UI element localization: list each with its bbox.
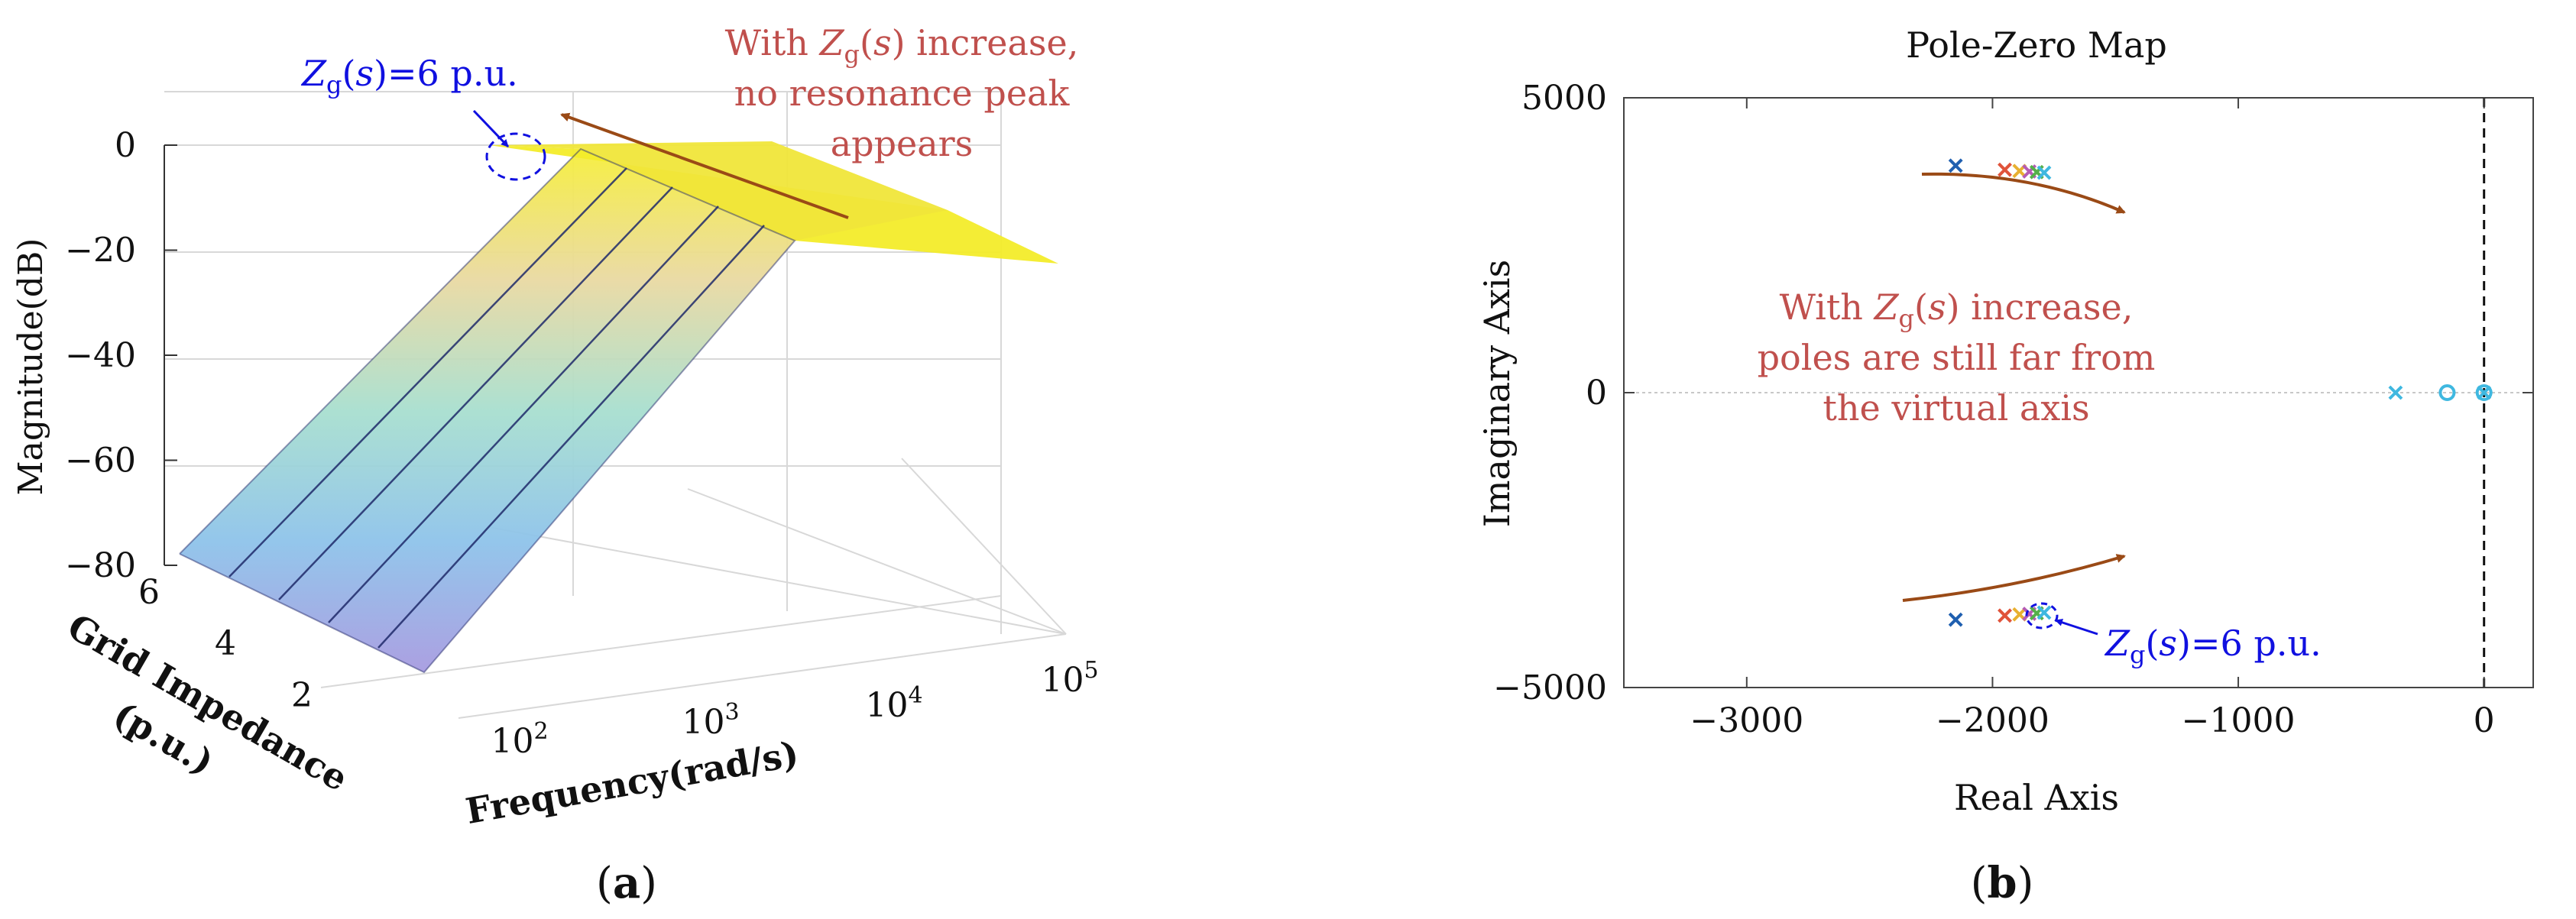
panel-a-zg-annotation: Zg(s)=6 p.u. <box>300 53 518 99</box>
panel-a-x-ticks: 102 103 104 105 <box>491 657 1098 761</box>
panel-a-y-tick-label: 6 <box>138 573 160 612</box>
panel-a-z-ticks: 0 −20 −40 −60 −80 <box>65 126 177 585</box>
panel-b-ylabel: Imaginary Axis <box>1476 260 1518 528</box>
panel-b-label: (b) <box>1971 858 2034 908</box>
zero-marker <box>2438 384 2456 401</box>
panel-a-z-tick-label: 0 <box>115 126 136 165</box>
pole-marker <box>1948 612 1963 627</box>
panel-a-y-tick-label: 4 <box>215 624 236 663</box>
pole-marker <box>1998 162 2012 177</box>
panel-b-x-tick-label: 0 <box>2474 701 2495 740</box>
panel-b-upper-trajectory-arrow <box>1921 172 2126 214</box>
zero-marker <box>2475 384 2493 401</box>
panel-a-z-tick-label: −20 <box>65 231 136 270</box>
panel-b-zg-arrow <box>2055 619 2098 636</box>
pole-marker <box>2388 385 2403 400</box>
panel-a-z-tick-label: −80 <box>65 546 136 585</box>
panel-a-x-tick-label: 102 <box>491 718 548 761</box>
panel-a-z-tick-label: −40 <box>65 336 136 375</box>
panel-b-zg-annotation: Zg(s)=6 p.u. <box>2104 623 2322 669</box>
panel-a-note-line1: With Zg(s) increase, <box>725 22 1079 69</box>
panel-a-note-line3: appears <box>831 123 974 164</box>
panel-b-xlabel: Real Axis <box>1954 777 2119 818</box>
panel-b-lower-trajectory-arrow <box>1902 554 2126 602</box>
panel-a-3d-surface: 0 −20 −40 −60 −80 6 4 2 102 103 104 105 Magnitude… <box>11 22 1099 908</box>
panel-b-note-line1: With Zg(s) increase, <box>1780 286 2134 333</box>
panel-a-surface <box>179 141 1058 674</box>
panel-a-x-tick-label: 105 <box>1041 657 1098 700</box>
panel-b-title: Pole-Zero Map <box>1906 24 2167 66</box>
panel-a-note-arrow <box>560 112 849 219</box>
panel-b-note-line3: the virtual axis <box>1823 387 2089 429</box>
pole-marker <box>1998 608 2012 623</box>
surface-top-left <box>489 141 948 241</box>
panel-b-y-tick-label: 0 <box>1586 374 1607 413</box>
panel-b-ticks: −3000 −2000 −1000 0 5000 0 −5000 <box>1493 79 2533 740</box>
pole-marker <box>2036 165 2052 180</box>
panel-a-x-tick-label: 104 <box>865 682 922 725</box>
panel-b-note-line2: poles are still far from <box>1758 337 2156 378</box>
panel-a-z-tick-label: −60 <box>65 442 136 481</box>
panel-a-zg-arrow <box>472 109 510 148</box>
panel-b-x-tick-label: −1000 <box>2182 701 2296 740</box>
panel-b-x-tick-label: −2000 <box>1936 701 2049 740</box>
pole-marker <box>2036 605 2052 620</box>
panel-b-pole-zero-map: Pole-Zero Map −3000 −2000 −1000 0 5000 0 −5000… <box>1476 24 2534 908</box>
panel-b-markers <box>1948 158 2493 627</box>
panel-a-y-ticks: 6 4 2 <box>138 573 313 715</box>
panel-a-y-tick-label: 2 <box>291 676 313 715</box>
panel-a-zlabel: Magnitude(dB) <box>11 238 50 496</box>
pole-marker <box>1948 158 1963 173</box>
panel-b-zg-circle <box>2025 602 2059 629</box>
panel-a-x-tick-label: 103 <box>682 699 739 742</box>
panel-b-y-tick-label: 5000 <box>1521 79 1607 118</box>
surface-rising-face <box>180 149 795 672</box>
panel-a-label: (a) <box>596 858 657 908</box>
panel-b-y-tick-label: −5000 <box>1493 668 1607 707</box>
panel-a-note-line2: no resonance peak <box>734 73 1071 114</box>
panel-a-zg-circle <box>485 132 546 181</box>
panel-b-x-tick-label: −3000 <box>1690 701 1803 740</box>
